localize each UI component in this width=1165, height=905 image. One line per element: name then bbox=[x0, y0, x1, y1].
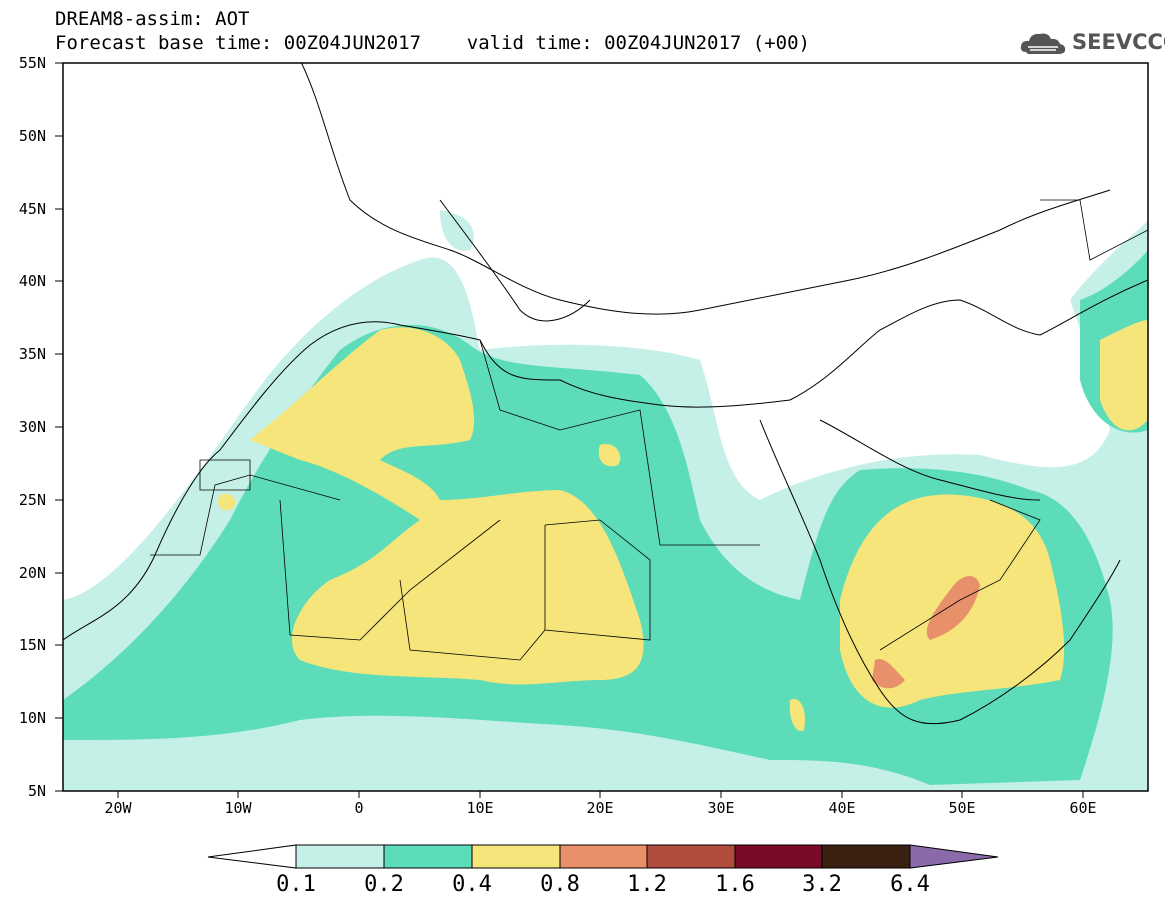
colorbar-swatch bbox=[295, 844, 385, 869]
country-borders bbox=[150, 199, 1148, 661]
lon-label: 0 bbox=[354, 799, 364, 817]
colorbar-label: 0.4 bbox=[452, 872, 492, 897]
cloud-logo-icon bbox=[1020, 33, 1066, 54]
lat-ticks bbox=[55, 62, 63, 792]
lat-label: 5N bbox=[27, 782, 46, 800]
colorbar-label: 1.2 bbox=[627, 872, 667, 897]
colorbar-label: 3.2 bbox=[802, 872, 842, 897]
coastlines bbox=[63, 63, 1148, 725]
lon-label: 10W bbox=[224, 799, 252, 817]
colorbar-high-arrow bbox=[909, 844, 999, 869]
lon-label: 60E bbox=[1069, 799, 1097, 817]
lon-label: 20E bbox=[586, 799, 614, 817]
lat-label: 10N bbox=[18, 709, 46, 727]
colorbar-swatch bbox=[821, 844, 911, 869]
lat-label: 35N bbox=[18, 345, 46, 363]
lat-label: 20N bbox=[18, 564, 46, 582]
colorbar bbox=[207, 844, 999, 869]
colorbar-label: 0.2 bbox=[364, 872, 404, 897]
lat-label: 45N bbox=[18, 200, 46, 218]
lon-ticks bbox=[117, 791, 1084, 798]
lon-label: 10E bbox=[466, 799, 494, 817]
colorbar-label: 1.6 bbox=[715, 872, 755, 897]
colorbar-swatch bbox=[559, 844, 648, 869]
colorbar-swatch bbox=[471, 844, 561, 869]
lon-label: 50E bbox=[948, 799, 976, 817]
aot-band-0.8 bbox=[872, 575, 980, 689]
colorbar-label: 6.4 bbox=[890, 872, 930, 897]
colorbar-low-arrow bbox=[207, 844, 297, 869]
lon-label: 40E bbox=[828, 799, 856, 817]
colorbar-swatch bbox=[646, 844, 736, 869]
logo-label: SEEVCCC bbox=[1072, 30, 1165, 54]
lon-label: 30E bbox=[707, 799, 735, 817]
lat-label: 55N bbox=[18, 54, 46, 72]
colorbar-label: 0.1 bbox=[276, 872, 316, 897]
lat-label: 15N bbox=[18, 636, 46, 654]
lat-label: 40N bbox=[18, 272, 46, 290]
chart-title: DREAM8-assim: AOT bbox=[55, 8, 250, 30]
lat-label: 25N bbox=[18, 491, 46, 509]
colorbar-label: 0.8 bbox=[540, 872, 580, 897]
lat-label: 30N bbox=[18, 418, 46, 436]
forecast-time-label: Forecast base time: 00Z04JUN2017 valid t… bbox=[55, 32, 810, 54]
colorbar-swatch bbox=[734, 844, 823, 869]
colorbar-swatch bbox=[383, 844, 473, 869]
lat-label: 50N bbox=[18, 127, 46, 145]
lon-label: 20W bbox=[104, 799, 132, 817]
